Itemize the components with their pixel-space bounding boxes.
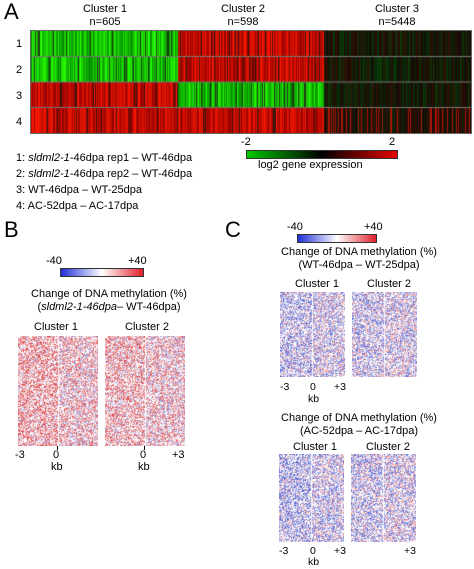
panel-b-tick xyxy=(57,446,58,450)
legend-line-2: 2: sldml2-1-46dpa rep2 – WT-46dpa xyxy=(16,168,193,180)
panel-c-bottom-xunit-1: kb xyxy=(308,556,320,568)
colorbar-title: log2 gene expression xyxy=(258,159,363,171)
row-label-1: 1 xyxy=(16,38,23,50)
panel-b-tick xyxy=(144,446,145,450)
panel-c-bottom-xtick-right-1: +3 xyxy=(334,545,346,557)
panel-a-label: A xyxy=(4,0,19,24)
panel-c-top-xunit-1: kb xyxy=(308,393,320,405)
row-label-4: 4 xyxy=(16,116,23,128)
panel-c-top-xtick-left-1: -3 xyxy=(280,381,290,393)
panel-b-xtick-mid-2: 0 xyxy=(140,449,147,461)
panel-b-cluster-1-label: Cluster 1 xyxy=(34,321,79,333)
methylation-colorbar-c xyxy=(297,234,377,243)
panel-c-top-xtick-mid-1: 0 xyxy=(310,381,316,393)
panel-c-label: C xyxy=(225,217,241,242)
colorbar-c-min: -40 xyxy=(287,221,303,233)
panel-b-xunit-1: kb xyxy=(51,461,63,473)
panel-c-bottom-xtick-right-2: +3 xyxy=(404,545,416,557)
panel-c-bottom-heatmap-cluster-1 xyxy=(279,454,344,542)
colorbar-b-min: -40 xyxy=(46,255,62,267)
panel-b-heatmap-cluster-1 xyxy=(18,336,98,446)
panel-b-xtick-mid-1: 0 xyxy=(53,449,60,461)
panel-c-top-heatmap-cluster-1 xyxy=(280,292,345,377)
panel-b-xtick-left-1: -3 xyxy=(15,449,25,461)
panel-b-heatmap-cluster-2 xyxy=(105,336,185,446)
panel-c-top-cluster-1-label: Cluster 1 xyxy=(295,278,340,290)
panel-b-label: B xyxy=(4,217,19,242)
expression-heatmap xyxy=(30,30,472,134)
panel-b-xtick-right-2: +3 xyxy=(172,449,185,461)
panel-c-bottom-title: Change of DNA methylation (%) (AC-52dpa –… xyxy=(281,412,437,437)
panel-c-top-cluster-2-label: Cluster 2 xyxy=(367,278,412,290)
panel-c-bottom-heatmap-cluster-2 xyxy=(351,454,416,542)
cluster-3-title: Cluster 3 n=5448 xyxy=(374,3,420,28)
panel-c-bottom-xtick-mid-1: 0 xyxy=(310,545,316,557)
legend-line-4: 4: AC-52dpa – AC-17dpa xyxy=(16,200,139,212)
colorbar-max-label: 2 xyxy=(389,136,396,148)
cluster-1-title: Cluster 1 n=605 xyxy=(82,3,128,28)
panel-c-bottom-cluster-1-label: Cluster 1 xyxy=(293,441,338,453)
panel-b-cluster-2-label: Cluster 2 xyxy=(125,321,170,333)
expression-colorbar xyxy=(246,150,398,159)
panel-c-bottom-xtick-left-1: -3 xyxy=(279,545,289,557)
colorbar-min-label: -2 xyxy=(241,136,251,148)
panel-c-top-title: Change of DNA methylation (%) (WT-46dpa –… xyxy=(281,246,437,271)
legend-line-1: 1: sldml2-1-46dpa rep1 – WT-46dpa xyxy=(16,152,193,164)
panel-c-top-heatmap-cluster-2 xyxy=(352,292,417,377)
row-label-3: 3 xyxy=(16,90,23,102)
legend-line-3: 3: WT-46dpa – WT-25dpa xyxy=(16,184,142,196)
colorbar-c-max: +40 xyxy=(364,221,383,233)
row-label-2: 2 xyxy=(16,64,23,76)
colorbar-b-max: +40 xyxy=(128,255,147,267)
methylation-colorbar-b xyxy=(60,268,144,277)
panel-c-top-xtick-right-1: +3 xyxy=(334,381,346,393)
panel-b-xunit-2: kb xyxy=(138,461,150,473)
cluster-2-title: Cluster 2 n=598 xyxy=(220,3,266,28)
panel-c-bottom-cluster-2-label: Cluster 2 xyxy=(366,441,411,453)
panel-b-title: Change of DNA methylation (%) (sldml2-1-… xyxy=(31,288,187,313)
